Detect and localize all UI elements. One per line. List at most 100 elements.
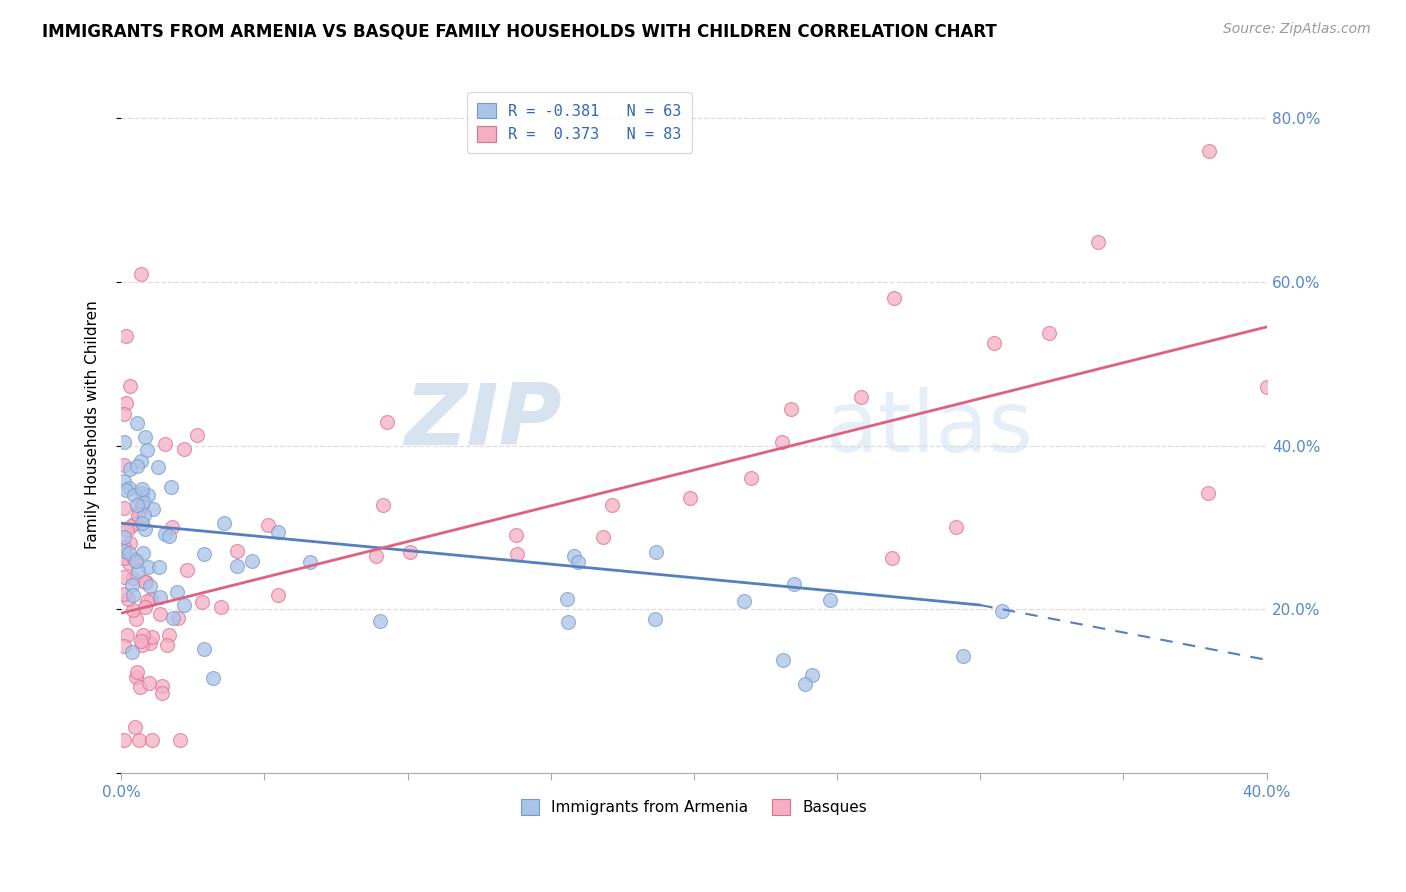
- Point: [740, 471, 762, 485]
- Point: [127, 665, 149, 679]
- Point: [112, 435, 135, 450]
- Point: [129, 267, 152, 281]
- Point: [122, 551, 145, 566]
- Point: [1087, 235, 1109, 249]
- Point: [1256, 380, 1278, 394]
- Point: [112, 540, 135, 554]
- Point: [375, 416, 398, 430]
- Point: [160, 520, 183, 534]
- Point: [112, 587, 135, 601]
- Point: [146, 459, 169, 474]
- Point: [121, 588, 143, 602]
- Point: [115, 329, 138, 343]
- Point: [131, 516, 153, 530]
- Point: [209, 599, 232, 614]
- Point: [134, 430, 156, 444]
- Point: [148, 560, 170, 574]
- Point: [592, 530, 614, 544]
- Point: [149, 591, 172, 605]
- Point: [193, 547, 215, 561]
- Point: [225, 559, 247, 574]
- Point: [156, 638, 179, 652]
- Point: [190, 595, 212, 609]
- Point: [157, 528, 180, 542]
- Point: [772, 653, 794, 667]
- Point: [112, 474, 135, 488]
- Point: [121, 645, 143, 659]
- Point: [132, 546, 155, 560]
- Point: [240, 554, 263, 568]
- Point: [128, 680, 150, 694]
- Text: IMMIGRANTS FROM ARMENIA VS BASQUE FAMILY HOUSEHOLDS WITH CHILDREN CORRELATION CH: IMMIGRANTS FROM ARMENIA VS BASQUE FAMILY…: [42, 22, 997, 40]
- Point: [202, 671, 225, 685]
- Point: [173, 598, 195, 612]
- Point: [564, 549, 586, 563]
- Point: [135, 443, 157, 458]
- Point: [1305, 165, 1327, 179]
- Point: [114, 551, 136, 566]
- Point: [1038, 326, 1060, 340]
- Point: [134, 575, 156, 590]
- Point: [128, 733, 150, 747]
- Point: [186, 428, 208, 442]
- Point: [112, 407, 135, 421]
- Point: [115, 483, 138, 498]
- Point: [120, 462, 142, 476]
- Point: [679, 491, 702, 505]
- Point: [117, 628, 139, 642]
- Point: [167, 611, 190, 625]
- Point: [952, 649, 974, 664]
- Point: [124, 720, 146, 734]
- Point: [298, 555, 321, 569]
- Point: [129, 453, 152, 467]
- Point: [783, 577, 806, 591]
- Point: [112, 733, 135, 747]
- Point: [883, 291, 905, 305]
- Point: [114, 396, 136, 410]
- Point: [131, 482, 153, 496]
- Point: [134, 508, 156, 523]
- Point: [141, 630, 163, 644]
- Point: [779, 401, 801, 416]
- Point: [818, 592, 841, 607]
- Point: [555, 592, 578, 607]
- Point: [131, 498, 153, 512]
- Point: [112, 640, 135, 654]
- Point: [138, 636, 160, 650]
- Point: [122, 517, 145, 532]
- Point: [121, 577, 143, 591]
- Point: [112, 530, 135, 544]
- Point: [1308, 239, 1330, 253]
- Point: [150, 685, 173, 699]
- Point: [153, 437, 176, 451]
- Point: [121, 603, 143, 617]
- Point: [733, 594, 755, 608]
- Point: [193, 642, 215, 657]
- Point: [132, 495, 155, 509]
- Point: [176, 563, 198, 577]
- Legend: Immigrants from Armenia, Basques: Immigrants from Armenia, Basques: [512, 790, 876, 824]
- Point: [152, 679, 174, 693]
- Point: [122, 571, 145, 585]
- Point: [115, 523, 138, 537]
- Text: ZIP: ZIP: [405, 380, 562, 463]
- Point: [112, 501, 135, 516]
- Point: [160, 480, 183, 494]
- Point: [793, 677, 815, 691]
- Point: [125, 670, 148, 684]
- Point: [157, 628, 180, 642]
- Point: [135, 593, 157, 607]
- Point: [127, 459, 149, 474]
- Point: [801, 667, 824, 681]
- Point: [136, 560, 159, 574]
- Point: [125, 612, 148, 626]
- Point: [141, 733, 163, 747]
- Point: [770, 435, 793, 450]
- Point: [1270, 346, 1292, 360]
- Point: [557, 615, 579, 629]
- Point: [399, 545, 422, 559]
- Point: [226, 544, 249, 558]
- Point: [366, 549, 388, 564]
- Point: [112, 458, 135, 473]
- Point: [120, 519, 142, 533]
